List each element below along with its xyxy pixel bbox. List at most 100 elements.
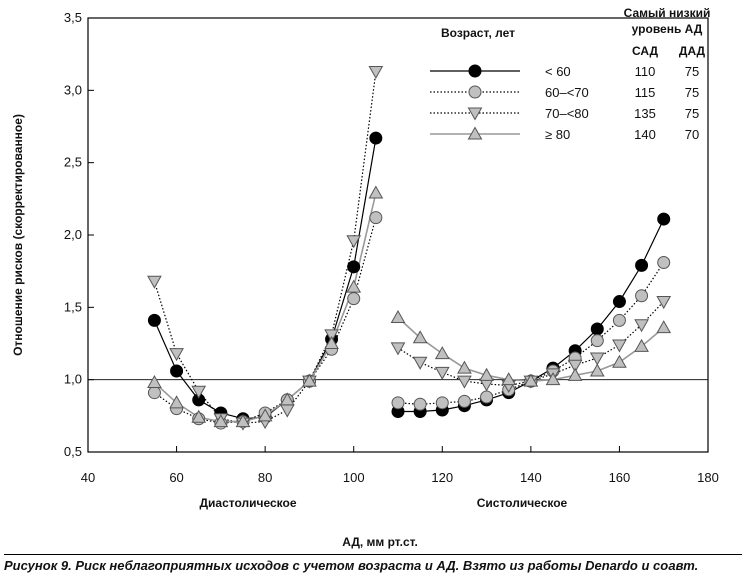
legend-dad-value: 75 bbox=[685, 64, 699, 79]
data-point bbox=[634, 319, 649, 333]
legend-row-1: < 60 110 75 bbox=[430, 64, 699, 79]
data-point bbox=[634, 338, 649, 352]
data-point bbox=[302, 373, 317, 387]
y-tick-label: 3,0 bbox=[64, 82, 82, 97]
data-point bbox=[324, 329, 339, 343]
x-axis-title: АД, мм рт.ст. bbox=[342, 535, 418, 549]
data-point bbox=[169, 348, 184, 362]
data-point bbox=[635, 289, 649, 303]
legend-col-dad: ДАД bbox=[679, 44, 706, 58]
x-tick-label: 120 bbox=[431, 470, 453, 485]
legend-sad-value: 115 bbox=[635, 85, 656, 100]
series-2-points bbox=[147, 211, 671, 430]
series-3 bbox=[153, 71, 665, 424]
legend-dad-value: 70 bbox=[685, 127, 699, 142]
data-point bbox=[635, 258, 649, 272]
plot-frame bbox=[87, 17, 709, 453]
data-point bbox=[457, 375, 472, 389]
series-group bbox=[147, 66, 672, 431]
data-point bbox=[567, 359, 583, 373]
legend-sad-value: 140 bbox=[634, 127, 656, 142]
data-point bbox=[457, 360, 472, 374]
data-point bbox=[412, 356, 428, 370]
data-point bbox=[279, 404, 295, 418]
data-point bbox=[257, 408, 273, 422]
legend-row-3: 70–<80 135 75 bbox=[430, 106, 699, 121]
data-point bbox=[391, 396, 405, 410]
data-point bbox=[412, 330, 428, 344]
data-point bbox=[657, 255, 671, 269]
legend-label: 60–<70 bbox=[545, 85, 589, 100]
data-point bbox=[612, 354, 627, 368]
data-point bbox=[480, 390, 494, 404]
data-point bbox=[656, 320, 672, 334]
data-point bbox=[390, 309, 406, 323]
legend-row-4: ≥ 80 140 70 bbox=[430, 126, 699, 142]
legend: Возраст, лет Самый низкий уровень АД САД ДАД… bbox=[430, 6, 710, 142]
series-2-diastolic-line bbox=[154, 217, 377, 424]
panel-label-diastolic: Диастолическое bbox=[199, 496, 296, 510]
data-point bbox=[545, 372, 561, 386]
data-point bbox=[347, 260, 361, 274]
data-point bbox=[657, 212, 671, 226]
legend-marker bbox=[467, 126, 483, 140]
legend-label: ≥ 80 bbox=[545, 127, 570, 142]
data-point bbox=[413, 397, 427, 411]
data-point bbox=[589, 352, 605, 366]
data-point bbox=[169, 395, 184, 409]
y-tick-label: 0,5 bbox=[64, 444, 82, 459]
data-point bbox=[147, 313, 161, 327]
data-point bbox=[612, 295, 626, 309]
legend-row-2: 60–<70 115 75 bbox=[430, 85, 699, 100]
series-1-points bbox=[147, 131, 671, 426]
data-point bbox=[501, 372, 517, 386]
legend-sad-value: 110 bbox=[635, 64, 656, 79]
x-tick-label: 40 bbox=[81, 470, 95, 485]
legend-title: Возраст, лет bbox=[441, 26, 515, 40]
data-point bbox=[479, 367, 494, 381]
legend-marker bbox=[468, 64, 482, 78]
series-4 bbox=[153, 192, 665, 423]
y-tick-label: 1,0 bbox=[64, 372, 82, 387]
legend-label: 70–<80 bbox=[545, 106, 589, 121]
series-1 bbox=[153, 137, 665, 420]
legend-dad-value: 75 bbox=[685, 106, 699, 121]
data-point bbox=[147, 386, 161, 400]
x-tick-label: 140 bbox=[520, 470, 542, 485]
y-tick-label: 2,0 bbox=[64, 227, 82, 242]
data-point bbox=[191, 385, 207, 399]
data-point bbox=[612, 339, 627, 353]
data-point bbox=[589, 363, 605, 377]
data-point bbox=[213, 414, 229, 428]
chart-area: 0,5 1,0 1,5 2,0 2,5 3,0 3,5 40 60 80 100 120 140 160… bbox=[11, 6, 719, 549]
data-point bbox=[523, 373, 539, 387]
data-point bbox=[191, 409, 207, 423]
y-axis: 0,5 1,0 1,5 2,0 2,5 3,0 3,5 bbox=[64, 10, 94, 459]
data-point bbox=[435, 396, 449, 410]
legend-col-sad: САД bbox=[632, 44, 658, 58]
legend-label: < 60 bbox=[545, 64, 571, 79]
data-point bbox=[590, 334, 604, 348]
data-point bbox=[235, 414, 251, 428]
y-tick-label: 1,5 bbox=[64, 299, 82, 314]
figure-caption: Рисунок 9. Риск неблагоприятных исходов … bbox=[4, 554, 742, 574]
data-point bbox=[567, 367, 583, 381]
data-point bbox=[434, 366, 450, 380]
data-point bbox=[369, 131, 383, 145]
data-point bbox=[147, 375, 162, 389]
legend-dad-value: 75 bbox=[685, 85, 699, 100]
data-point bbox=[346, 235, 362, 249]
series-2 bbox=[154, 217, 665, 424]
legend-header-line2: уровень АД bbox=[632, 22, 703, 36]
x-tick-label: 60 bbox=[169, 470, 183, 485]
data-point bbox=[368, 185, 384, 199]
x-tick-label: 160 bbox=[609, 470, 631, 485]
y-axis-title: Отношение рисков (скорректированное) bbox=[11, 114, 25, 356]
series-3-diastolic-line bbox=[153, 71, 377, 424]
legend-header-line1: Самый низкий bbox=[624, 6, 711, 20]
data-point bbox=[347, 292, 361, 306]
data-point bbox=[390, 342, 406, 356]
legend-marker bbox=[468, 85, 482, 99]
data-point bbox=[147, 275, 162, 289]
y-tick-label: 3,5 bbox=[64, 10, 82, 25]
